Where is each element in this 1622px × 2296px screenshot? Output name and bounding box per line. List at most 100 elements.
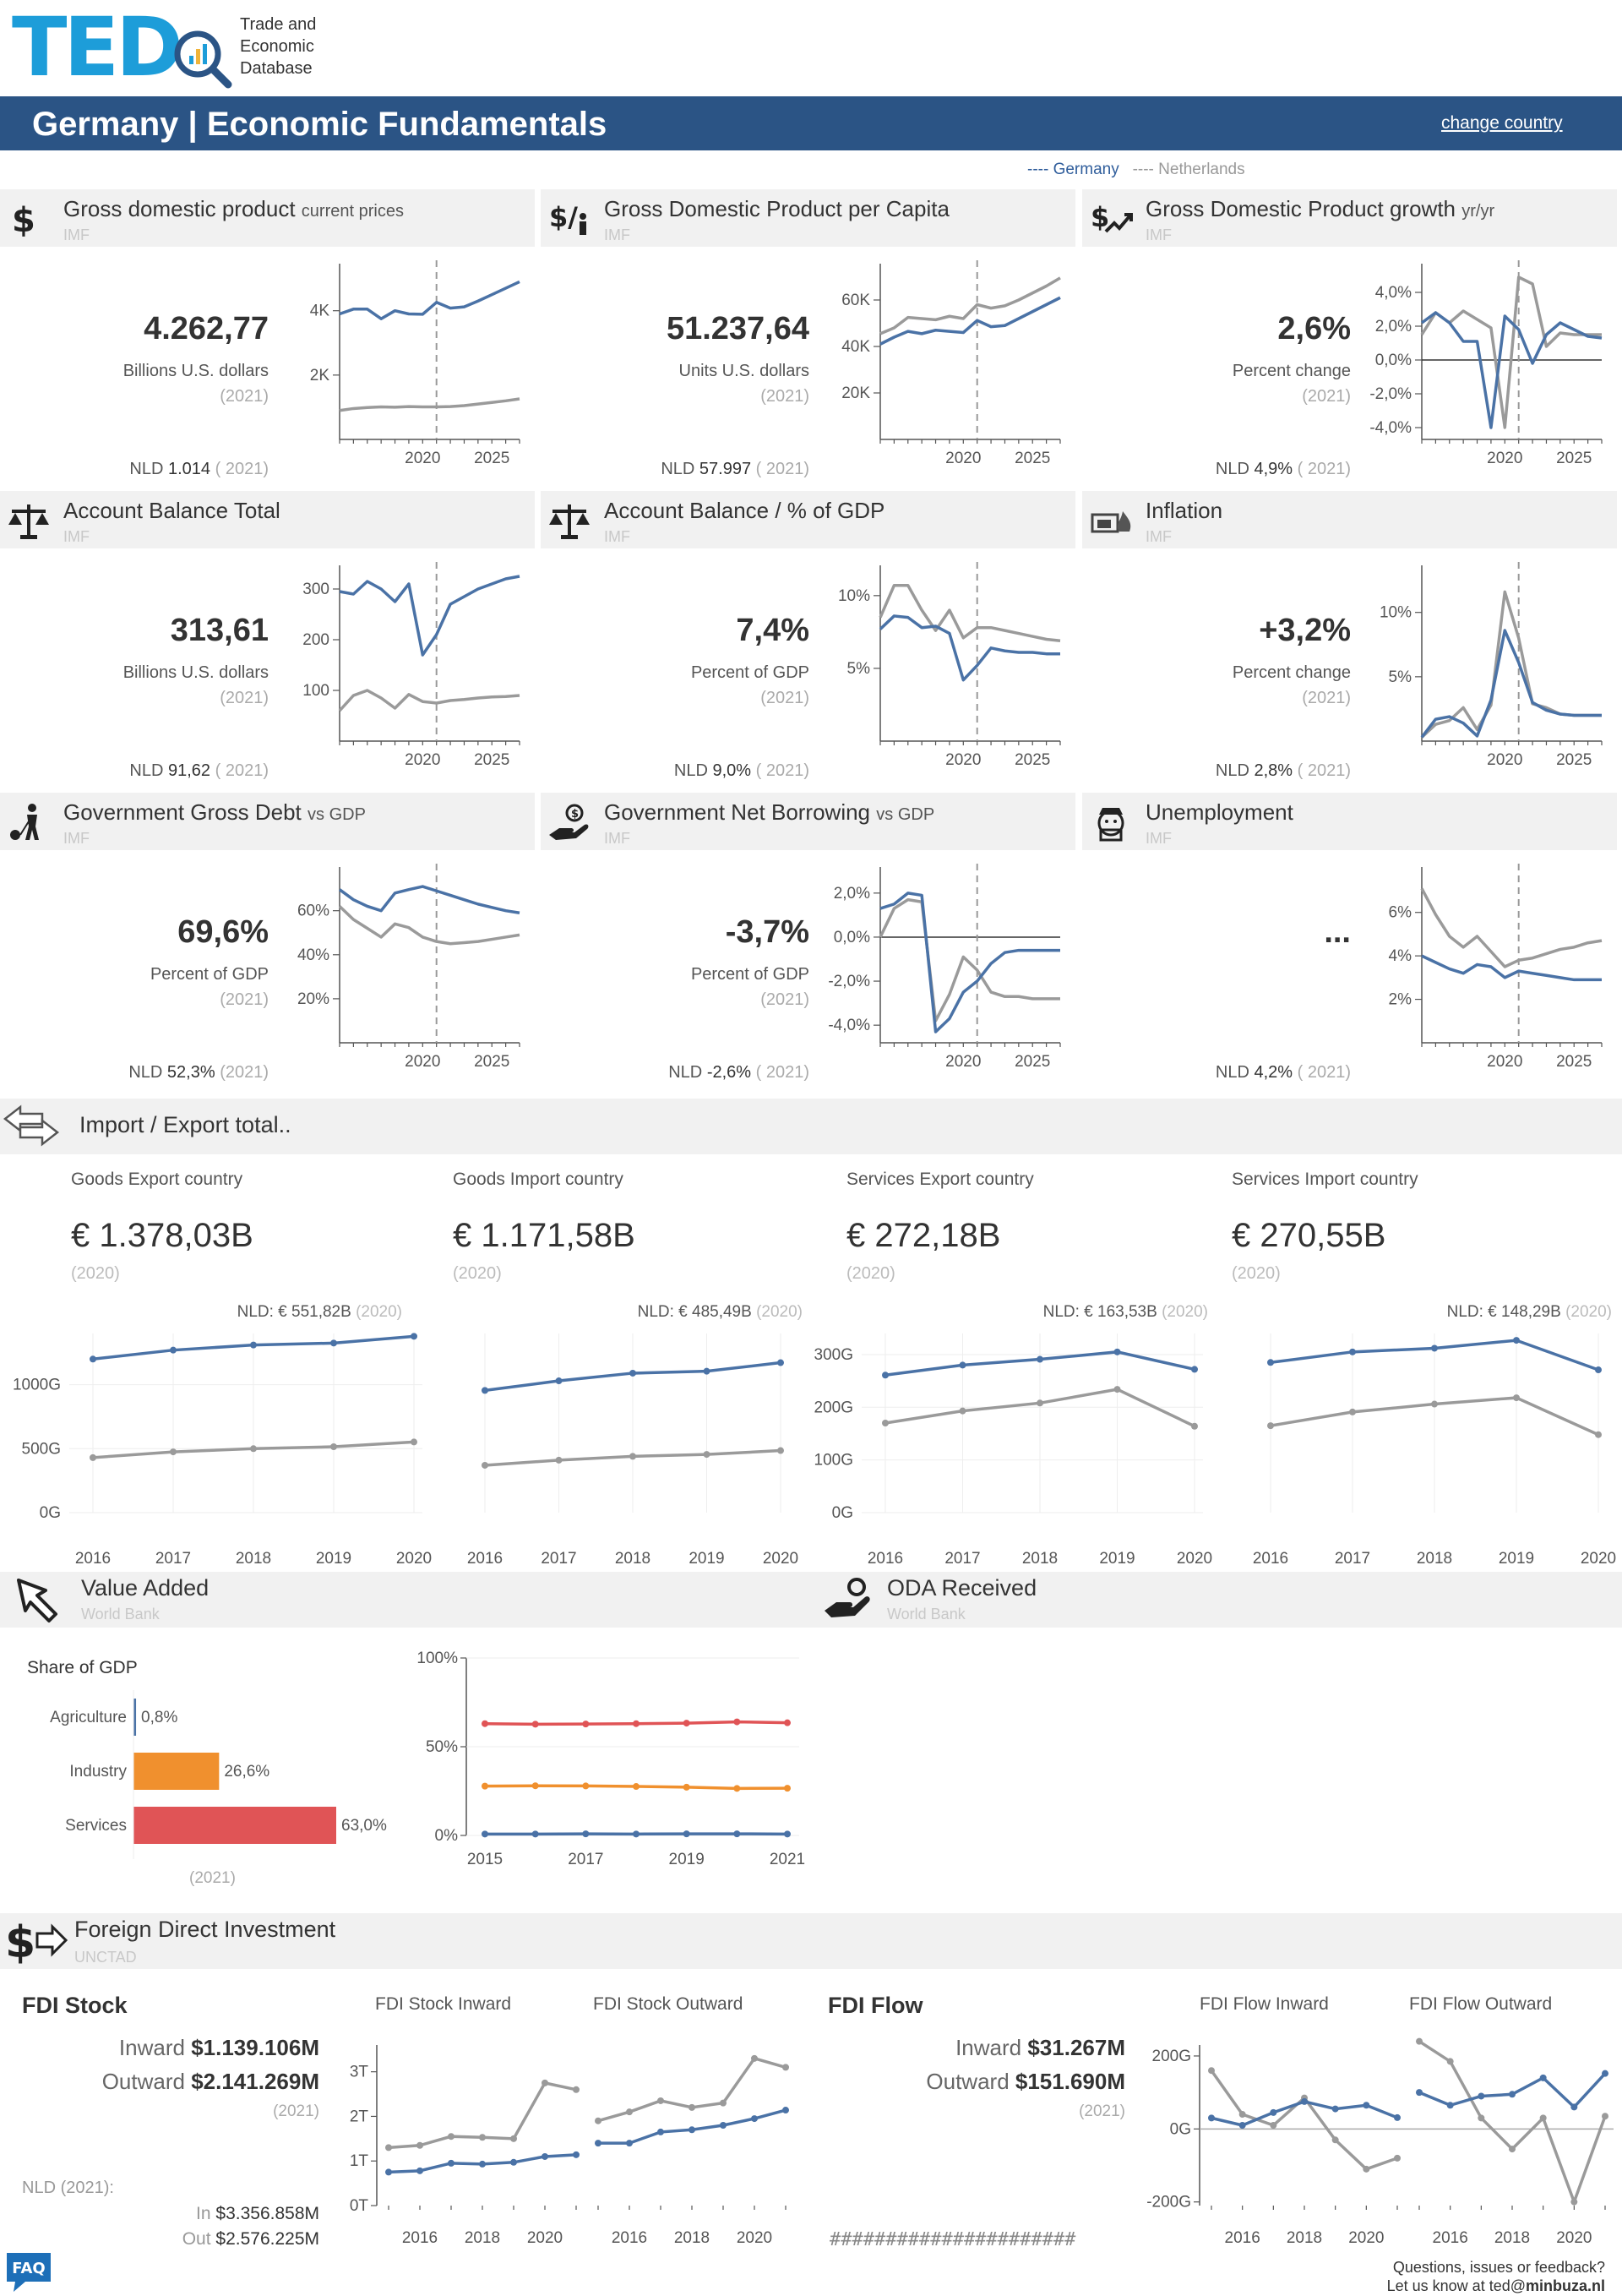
legend-netherlands[interactable]: ---- Netherlands <box>1132 161 1245 178</box>
nld-comparison: NLD 52,3% (2021) <box>0 1063 269 1083</box>
data-point <box>733 1718 741 1726</box>
data-point <box>633 1783 640 1791</box>
feedback-note: Questions, issues or feedback? Let us kn… <box>1318 2258 1605 2295</box>
nld-year: ( 2021) <box>1297 1063 1351 1082</box>
x-tick-label: 2016 <box>402 2229 438 2247</box>
data-point <box>1478 2092 1485 2100</box>
nld-value: 52,3% <box>166 1063 215 1082</box>
dollar-icon: $ <box>7 198 51 246</box>
ted-logo[interactable]: TED <box>12 0 183 95</box>
nld-year: ( 2021) <box>755 761 809 780</box>
data-point <box>1113 1386 1121 1393</box>
card-title-text: Account Balance / % of GDP <box>604 498 885 523</box>
x-tick-label: 2025 <box>474 1053 509 1071</box>
feedback-line-2[interactable]: Let us know at ted@minbuza.nl <box>1318 2277 1605 2295</box>
netherlands-series <box>879 897 1060 1023</box>
data-point <box>1238 2122 1246 2129</box>
data-point <box>777 1447 784 1454</box>
data-point <box>1602 2070 1608 2077</box>
svg-text:$: $ <box>1091 201 1109 233</box>
change-country-link[interactable]: change country <box>1441 113 1563 133</box>
data-point <box>573 2151 580 2158</box>
data-point <box>1270 2108 1277 2116</box>
nld-label: NLD <box>668 1063 703 1082</box>
data-point <box>510 2158 517 2166</box>
kpi-unit: Percent change <box>1232 362 1351 380</box>
fdi-nld-in-label: In <box>196 2204 211 2223</box>
card-line-chart: 4,0% 2,0% 0,0% -2,0% -4,0% 2020 2025 <box>1369 260 1603 467</box>
germany-series <box>1420 311 1603 429</box>
data-point <box>1416 2089 1423 2097</box>
fdi-stock-outward-value: $2.141.269M <box>191 2069 319 2094</box>
card-line-chart: 2,0% 0,0% -2,0% -4,0% 2020 2025 <box>828 864 1061 1071</box>
data-point <box>1394 2154 1401 2162</box>
x-tick-label: 2020 <box>396 1550 432 1568</box>
share-of-gdp-label: Share of GDP <box>27 1658 138 1677</box>
y-tick-label: 200 <box>302 631 329 649</box>
y-tick-label: -2,0% <box>1369 385 1412 403</box>
fdi-stock-inward-label: Inward <box>118 2035 185 2060</box>
data-point <box>595 2140 601 2147</box>
y-tick-label: 100% <box>416 1650 458 1667</box>
x-tick-label: 2018 <box>236 1550 271 1568</box>
x-tick-label: 2020 <box>1581 1550 1616 1568</box>
logo-line-2: Economic <box>240 37 314 56</box>
fdi-nld-year: (2021): <box>60 2179 114 2197</box>
data-point <box>555 1377 563 1385</box>
data-point <box>1602 2113 1608 2120</box>
legend-germany[interactable]: ---- Germany <box>1027 161 1119 178</box>
germany-series <box>1421 954 1602 982</box>
nld-label: NLD <box>1215 1063 1249 1082</box>
x-tick-label: 2017 <box>1335 1550 1370 1568</box>
data-point <box>482 1720 488 1727</box>
netherlands-series <box>338 905 520 946</box>
fdi-nld-in: In $3.356.858M <box>0 2204 319 2224</box>
data-point <box>1539 2114 1547 2122</box>
nld-comparison: NLD 1.014 ( 2021) <box>0 460 269 479</box>
nld-label: NLD <box>129 460 164 478</box>
x-tick-label: 2016 <box>868 1550 903 1568</box>
fdi-flow-outward-value: $151.690M <box>1015 2069 1125 2094</box>
data-point <box>720 2099 727 2107</box>
kpi-value: ... <box>1324 914 1351 950</box>
data-point <box>1595 1431 1602 1438</box>
faq-button[interactable]: FAQ <box>3 2248 54 2296</box>
trade-year: (2020) <box>71 1264 120 1283</box>
fdi-hash-placeholder: ###################### <box>830 2229 1076 2250</box>
x-tick-label: 2015 <box>467 1851 503 1868</box>
nld-label: NLD <box>1215 460 1249 478</box>
dollar-arrow-icon: $ <box>3 1915 71 1973</box>
data-point <box>482 1782 488 1790</box>
svg-text:$: $ <box>12 201 35 240</box>
faq-label: FAQ <box>12 2260 45 2277</box>
germany-series <box>1420 629 1602 739</box>
nld-label: NLD <box>129 761 164 780</box>
data-point <box>1208 2067 1215 2075</box>
bar-value: 26,6% <box>224 1763 269 1781</box>
data-point <box>250 1445 257 1453</box>
data-point <box>170 1448 177 1456</box>
netherlands-series <box>1420 887 1603 968</box>
x-tick-label: 2019 <box>669 1851 705 1868</box>
x-tick-label: 2016 <box>75 1550 111 1568</box>
card-header <box>541 793 1075 850</box>
data-point <box>784 1785 791 1792</box>
x-tick-label: 2020 <box>945 1053 981 1071</box>
data-point <box>482 1387 488 1394</box>
x-tick-label: 2019 <box>316 1550 351 1568</box>
data-point <box>703 1451 710 1459</box>
x-tick-label: 2020 <box>405 751 440 769</box>
card-title-text: Unemployment <box>1146 799 1293 825</box>
card-source: IMF <box>63 830 90 847</box>
x-tick-label: 2018 <box>465 2229 500 2247</box>
kpi-unit: Billions U.S. dollars <box>122 362 269 380</box>
data-point <box>626 2140 633 2147</box>
trade-year: (2020) <box>846 1264 895 1283</box>
dollar-person-icon: $/ <box>547 198 591 246</box>
debt-icon <box>7 801 51 849</box>
data-point <box>683 1830 690 1838</box>
kpi-unit: Percent of GDP <box>690 663 809 682</box>
card-title: Government Net Borrowing vs GDP <box>604 799 934 826</box>
trade-value: € 1.378,03B <box>71 1217 253 1254</box>
y-tick-label: 100G <box>814 1452 853 1470</box>
